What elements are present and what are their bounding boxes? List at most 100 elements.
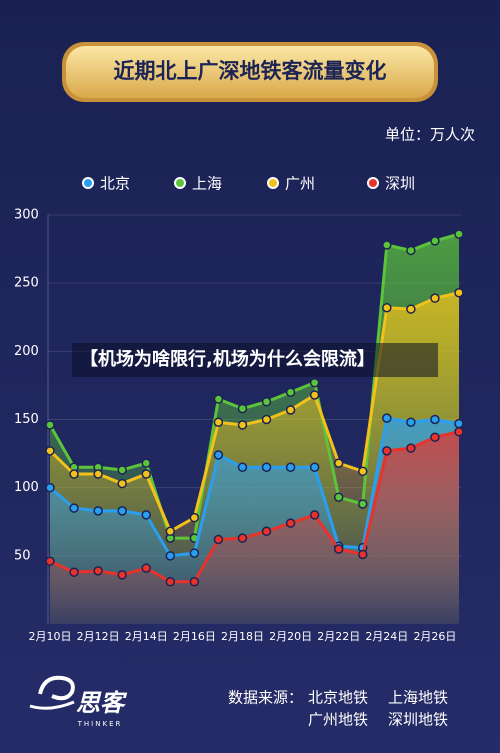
point	[117, 478, 127, 489]
area	[50, 431, 459, 624]
point	[358, 466, 368, 477]
point	[454, 229, 464, 239]
point	[69, 503, 79, 513]
caption: 【机场为啥限行,机场为什么会限流】	[72, 343, 438, 377]
x-tick-label: 2月12日	[77, 630, 120, 643]
point	[309, 377, 320, 388]
source: 上海地铁	[388, 689, 448, 707]
point	[237, 462, 248, 472]
point	[237, 420, 248, 430]
point	[237, 533, 248, 543]
point	[141, 563, 151, 573]
x-tick-label: 2月26日	[413, 630, 456, 643]
point	[165, 551, 176, 561]
point	[309, 510, 320, 520]
point	[358, 549, 368, 560]
point	[213, 450, 224, 460]
logo-icon	[38, 675, 75, 701]
logo-sub: THINKER	[77, 720, 123, 728]
point	[285, 387, 296, 397]
x-tick-label: 2月20日	[269, 630, 312, 643]
point	[213, 417, 224, 427]
point	[454, 287, 464, 298]
y-tick-label: 100	[14, 480, 39, 495]
point	[285, 405, 296, 415]
point	[45, 556, 55, 567]
point	[213, 534, 224, 545]
y-tick-label: 300	[14, 208, 39, 223]
legend-marker	[174, 177, 186, 189]
source: 广州地铁	[308, 711, 368, 729]
logo-name: 思客	[76, 689, 128, 717]
point	[141, 510, 151, 520]
point	[45, 446, 55, 456]
point	[430, 236, 440, 246]
point	[333, 544, 344, 554]
x-tick-label: 2月18日	[221, 630, 264, 643]
point	[454, 427, 464, 437]
point	[189, 548, 200, 558]
point	[382, 413, 392, 423]
point	[454, 418, 464, 429]
x-tick-label: 2月22日	[317, 630, 360, 643]
point	[45, 420, 55, 430]
title-banner	[66, 46, 434, 98]
point	[165, 576, 176, 587]
legend-label: 上海	[192, 175, 222, 193]
source: 北京地铁	[308, 689, 368, 707]
point	[382, 302, 392, 313]
point	[93, 506, 103, 516]
point	[93, 469, 103, 479]
x-tick-label: 2月24日	[365, 630, 408, 643]
point	[406, 443, 416, 453]
point	[358, 499, 368, 509]
point	[165, 526, 176, 537]
legend-label: 北京	[100, 175, 130, 193]
unit-label: 单位：万人次	[385, 126, 475, 144]
point	[69, 567, 79, 577]
point	[93, 566, 103, 576]
point	[406, 417, 416, 427]
logo-icon	[29, 700, 75, 710]
point	[141, 458, 151, 468]
y-tick-label: 50	[14, 548, 31, 563]
y-tick-label: 150	[14, 412, 39, 427]
point	[237, 403, 248, 414]
y-tick-label: 250	[14, 276, 39, 291]
x-tick-label: 2月10日	[29, 630, 72, 643]
legend-label: 深圳	[385, 175, 415, 193]
legend-marker	[82, 177, 94, 189]
point	[261, 414, 272, 425]
chart-title: 近期北上广深地铁客流量变化	[114, 59, 387, 83]
point	[309, 390, 320, 400]
source: 深圳地铁	[388, 711, 448, 729]
source-label: 数据来源：	[228, 689, 303, 707]
point	[382, 446, 392, 456]
point	[430, 293, 440, 303]
x-tick-label: 2月16日	[173, 630, 216, 643]
point	[261, 462, 272, 472]
point	[285, 462, 296, 472]
point	[117, 570, 127, 580]
point	[430, 414, 440, 425]
point	[213, 394, 224, 404]
x-tick-label: 2月14日	[125, 630, 168, 643]
point	[406, 304, 416, 314]
point	[189, 576, 200, 587]
y-tick-label: 200	[14, 344, 39, 359]
legend-marker	[367, 177, 379, 189]
point	[382, 240, 392, 250]
point	[333, 492, 344, 502]
point	[406, 245, 416, 256]
point	[285, 518, 296, 528]
point	[261, 397, 272, 407]
point	[69, 469, 79, 479]
point	[189, 512, 200, 523]
point	[117, 465, 127, 475]
point	[45, 482, 55, 493]
point	[309, 462, 320, 472]
legend-label: 广州	[285, 175, 315, 193]
legend-marker	[267, 177, 279, 189]
